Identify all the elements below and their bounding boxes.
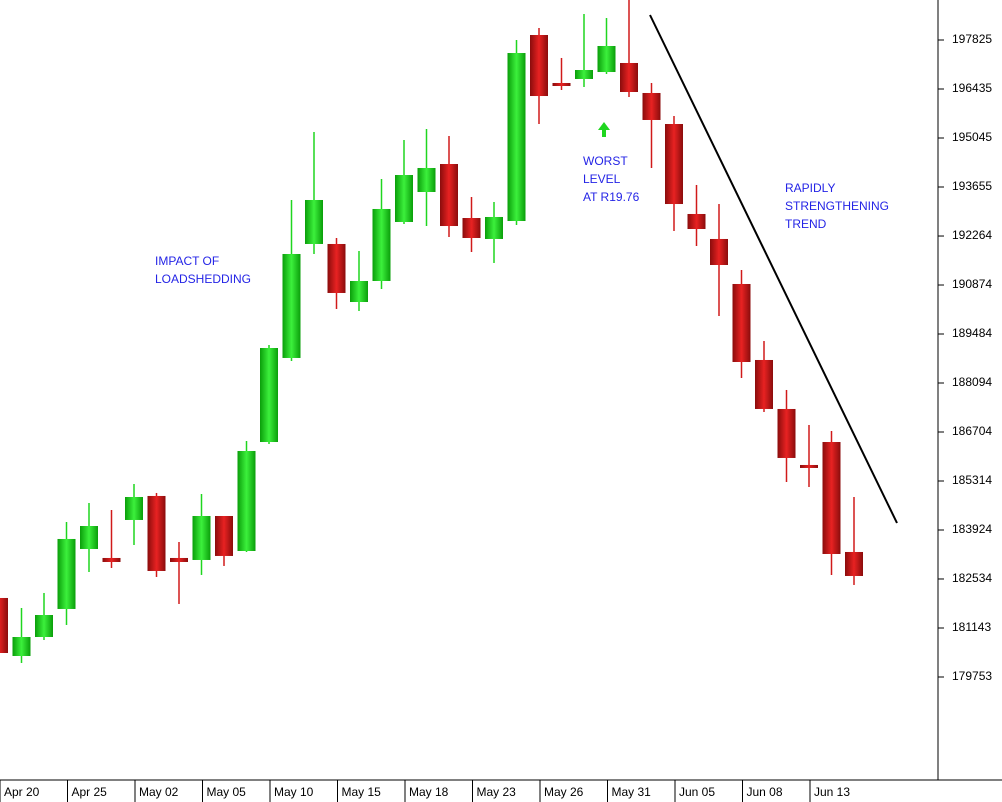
candle-body	[192, 515, 211, 560]
trend-line	[649, 14, 898, 524]
x-tick-label: Jun 08	[747, 785, 783, 799]
candle-body	[822, 442, 841, 554]
candle-body	[665, 124, 683, 205]
y-tick-label: 195045	[952, 130, 992, 144]
x-tick-label: May 18	[409, 785, 449, 799]
annotation: TREND	[785, 217, 827, 231]
candle-body	[305, 199, 323, 244]
y-tick-label: 193655	[952, 179, 992, 193]
x-tick-label: May 23	[477, 785, 517, 799]
candle-body	[12, 636, 31, 656]
y-tick-label: 185314	[952, 473, 992, 487]
x-tick-label: Apr 20	[4, 785, 40, 799]
up-arrow	[598, 122, 610, 137]
y-tick-label: 183924	[952, 522, 992, 536]
annotation: WORST	[583, 154, 628, 168]
y-tick-label: 188094	[952, 375, 992, 389]
annotation: LEVEL	[583, 172, 621, 186]
candle-body	[57, 538, 76, 609]
y-tick-label: 196435	[952, 81, 992, 95]
annotation: RAPIDLY	[785, 181, 835, 195]
y-tick-label: 182534	[952, 571, 992, 585]
y-tick-label: 189484	[952, 326, 992, 340]
x-tick-label: Jun 13	[814, 785, 850, 799]
y-tick-label: 179753	[952, 669, 992, 683]
candle-body	[260, 348, 278, 443]
candle-body	[102, 557, 121, 562]
candle-body	[597, 45, 616, 73]
candle-body	[327, 243, 346, 293]
candle-body	[372, 208, 391, 281]
y-tick-label: 190874	[952, 277, 992, 291]
candle-body	[755, 359, 773, 409]
y-tick-label: 186704	[952, 424, 992, 438]
x-tick-label: May 02	[139, 785, 179, 799]
x-tick-label: May 26	[544, 785, 584, 799]
candle-body	[642, 92, 661, 120]
candle-body	[282, 253, 301, 358]
candle-body	[80, 526, 98, 549]
candle-body	[0, 597, 8, 654]
candle-body	[687, 213, 706, 230]
candle-body	[620, 62, 638, 92]
candle-body	[125, 496, 143, 520]
candle-body	[575, 70, 593, 79]
candle-body	[845, 551, 863, 576]
y-tick-label: 192264	[952, 228, 992, 242]
candle-body	[710, 238, 728, 265]
x-tick-label: May 10	[274, 785, 314, 799]
candle-body	[215, 515, 233, 556]
x-tick-label: May 15	[342, 785, 382, 799]
candle-body	[485, 216, 503, 239]
x-tick-label: Jun 05	[679, 785, 715, 799]
candle-body	[507, 53, 526, 222]
candle-body	[800, 464, 818, 468]
annotation: AT R19.76	[583, 190, 640, 204]
candle-body	[462, 218, 481, 238]
y-tick-label: 197825	[952, 32, 992, 46]
candle-body	[530, 35, 548, 97]
annotation: STRENGTHENING	[785, 199, 889, 213]
candle-body	[440, 164, 458, 227]
candle-body	[350, 280, 368, 303]
candle-body	[552, 82, 571, 86]
y-tick-label: 181143	[952, 620, 991, 634]
x-tick-label: Apr 25	[72, 785, 108, 799]
candle-body	[170, 557, 188, 562]
candle-body	[237, 450, 256, 551]
candle-body	[732, 283, 751, 362]
candle-body	[35, 615, 53, 637]
candle-body	[777, 408, 796, 458]
annotation: LOADSHEDDING	[155, 272, 251, 286]
candle-body	[147, 495, 166, 571]
candle-body	[417, 167, 436, 192]
annotation: IMPACT OF	[155, 254, 219, 268]
x-tick-label: May 05	[207, 785, 247, 799]
candle-body	[395, 175, 413, 222]
x-tick-label: May 31	[612, 785, 652, 799]
